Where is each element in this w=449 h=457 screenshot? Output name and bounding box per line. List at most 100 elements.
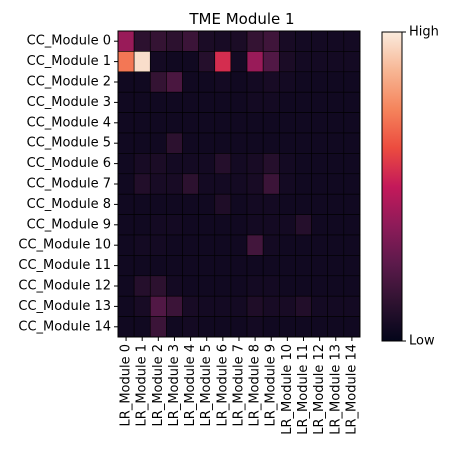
y-tick-label: CC_Module 6 (27, 156, 111, 171)
heatmap-cell (166, 91, 183, 113)
heatmap-cell (214, 153, 232, 175)
x-tick-label: LR_Module 10 (280, 344, 295, 435)
heatmap-cell (327, 295, 345, 317)
heatmap-cell (149, 173, 167, 195)
heatmap-cell (311, 295, 328, 317)
heatmap-cell (214, 173, 232, 195)
heatmap-cell (230, 71, 248, 93)
heatmap-cell (230, 91, 248, 113)
heatmap-cell (117, 316, 135, 338)
heatmap-cell (117, 153, 135, 175)
x-tick-label: LR_Module 12 (312, 344, 327, 435)
heatmap-cell (343, 275, 361, 297)
heatmap-cell (198, 173, 216, 195)
heatmap-cell (133, 275, 151, 297)
heatmap-cell (327, 91, 345, 113)
heatmap-cell (230, 112, 248, 134)
heatmap-cell (214, 214, 232, 236)
heatmap-cell (327, 132, 345, 154)
heatmap-cell (133, 132, 151, 154)
y-tick-label: CC_Module 7 (27, 177, 111, 192)
heatmap-cell (295, 234, 312, 256)
heatmap-cell (166, 295, 183, 317)
heatmap-cell (327, 234, 345, 256)
heatmap-cell (230, 30, 248, 52)
heatmap-cell (149, 71, 167, 93)
heatmap-cell (327, 153, 345, 175)
heatmap-cell (262, 234, 280, 256)
heatmap-cell (246, 132, 264, 154)
heatmap-cell (262, 255, 280, 277)
heatmap-cell (327, 173, 345, 195)
heatmap-cell (198, 71, 216, 93)
heatmap-cell (166, 173, 183, 195)
heatmap-cell (343, 193, 361, 215)
heatmap-cell (343, 153, 361, 175)
y-tick-label: CC_Module 3 (27, 95, 111, 110)
heatmap-cell (327, 51, 345, 73)
heatmap-cell (278, 91, 296, 113)
heatmap-cell (278, 255, 296, 277)
heatmap-cell (214, 234, 232, 256)
heatmap-cell (343, 51, 361, 73)
heatmap-cell (198, 30, 216, 52)
heatmap-cell (311, 316, 328, 338)
heatmap-cell (246, 153, 264, 175)
heatmap-cell (117, 275, 135, 297)
heatmap-cell (117, 71, 135, 93)
heatmap-cell (166, 132, 183, 154)
y-tick-label: CC_Module 5 (27, 136, 111, 151)
heatmap-cell (230, 275, 248, 297)
heatmap-cell (295, 193, 312, 215)
heatmap-cell (149, 51, 167, 73)
x-tick-label: LR_Module 2 (151, 344, 166, 426)
heatmap-cell (214, 30, 232, 52)
heatmap-cell (311, 51, 328, 73)
heatmap-cell (198, 91, 216, 113)
heatmap-cell (133, 193, 151, 215)
heatmap-cell (198, 153, 216, 175)
heatmap-cell (133, 316, 151, 338)
heatmap-cell (262, 316, 280, 338)
heatmap-cell (262, 214, 280, 236)
heatmap-cell (262, 193, 280, 215)
heatmap-cell (262, 275, 280, 297)
heatmap-cell (230, 295, 248, 317)
y-tick-label: CC_Module 8 (27, 197, 111, 212)
heatmap-cell (182, 91, 199, 113)
heatmap-cell (295, 316, 312, 338)
heatmap-cell (262, 295, 280, 317)
heatmap-cell (133, 30, 151, 52)
heatmap-cell (311, 275, 328, 297)
colorbar-high-label: High (409, 25, 439, 40)
heatmap-cells (117, 30, 361, 338)
heatmap-cell (278, 214, 296, 236)
heatmap-cell (311, 132, 328, 154)
heatmap-cell (198, 295, 216, 317)
heatmap-cell (230, 234, 248, 256)
y-tick-label: CC_Module 1 (27, 54, 111, 69)
heatmap-cell (230, 132, 248, 154)
heatmap-cell (198, 193, 216, 215)
heatmap-cell (166, 71, 183, 93)
x-tick-label: LR_Module 0 (119, 344, 134, 426)
x-tick-label: LR_Module 8 (248, 344, 263, 426)
heatmap-cell (343, 132, 361, 154)
y-tick-label: CC_Module 10 (18, 238, 111, 253)
heatmap-cell (117, 214, 135, 236)
y-tick-label: CC_Module 12 (18, 279, 111, 294)
heatmap-cell (246, 51, 264, 73)
heatmap-cell (149, 153, 167, 175)
heatmap-cell (343, 214, 361, 236)
heatmap-cell (166, 193, 183, 215)
heatmap-cell (278, 132, 296, 154)
heatmap-cell (133, 91, 151, 113)
heatmap-cell (198, 316, 216, 338)
heatmap-cell (182, 316, 199, 338)
heatmap-cell (182, 153, 199, 175)
heatmap-cell (295, 275, 312, 297)
heatmap-cell (327, 30, 345, 52)
heatmap-cell (182, 173, 199, 195)
heatmap-cell (133, 255, 151, 277)
